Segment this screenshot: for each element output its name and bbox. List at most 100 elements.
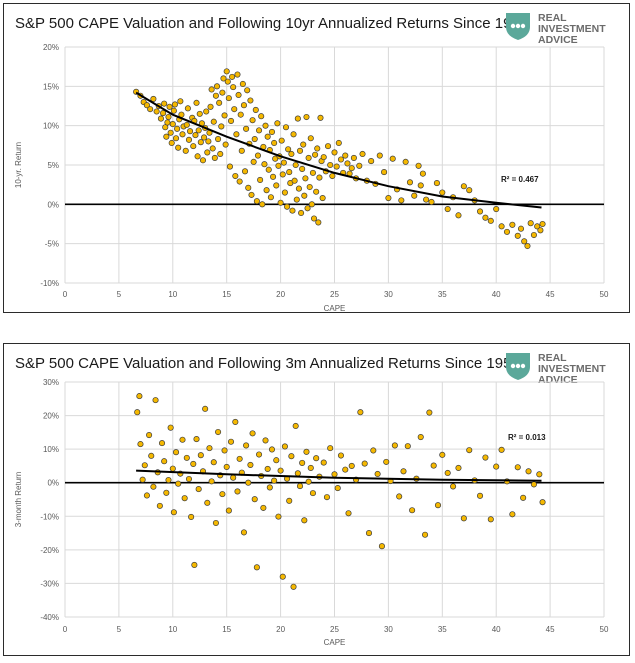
data-point xyxy=(268,128,276,136)
data-point xyxy=(165,113,172,121)
x-tick-label: 40 xyxy=(492,290,501,299)
data-point xyxy=(402,158,409,165)
data-point xyxy=(537,227,544,234)
data-point xyxy=(493,206,500,213)
data-point xyxy=(423,196,430,203)
data-point xyxy=(160,110,167,117)
chart-panel-3m: S&P 500 CAPE Valuation and Following 3m … xyxy=(3,343,630,656)
data-point xyxy=(278,137,285,144)
data-point xyxy=(232,418,239,426)
x-axis-title: CAPE xyxy=(324,638,346,647)
y-axis-title: 10-yr. Return xyxy=(14,142,23,188)
data-point xyxy=(304,205,311,212)
data-point xyxy=(294,470,301,477)
data-point xyxy=(271,139,278,147)
data-point xyxy=(514,464,521,471)
data-point xyxy=(264,465,271,473)
y-tick-label: 0% xyxy=(47,479,59,488)
data-point xyxy=(327,161,334,169)
data-point xyxy=(439,189,446,196)
data-point xyxy=(150,483,157,490)
brand-logo: REAL INVESTMENT ADVICE xyxy=(502,10,622,46)
data-point xyxy=(247,461,254,468)
data-point xyxy=(179,131,186,138)
data-point xyxy=(400,468,407,475)
data-point xyxy=(199,157,207,164)
y-tick-label: -40% xyxy=(40,613,59,622)
data-point xyxy=(356,162,363,169)
data-point xyxy=(243,442,250,449)
data-point xyxy=(164,119,171,126)
data-point xyxy=(267,194,274,201)
data-point xyxy=(335,139,342,147)
x-tick-label: 45 xyxy=(546,290,555,299)
data-point xyxy=(232,172,239,180)
x-tick-label: 20 xyxy=(276,290,285,299)
data-point xyxy=(357,409,364,416)
y-tick-label: -10% xyxy=(40,512,59,521)
data-point xyxy=(439,451,446,458)
data-point xyxy=(476,492,484,499)
data-point xyxy=(430,462,437,469)
data-point xyxy=(309,169,316,176)
x-tick-label: 10 xyxy=(168,625,177,634)
brand-line-1: REAL xyxy=(538,12,567,24)
data-point xyxy=(296,483,304,490)
data-point xyxy=(229,73,236,80)
data-point xyxy=(231,106,238,113)
data-point xyxy=(247,97,254,104)
y-tick-label: 20% xyxy=(43,412,59,421)
data-point xyxy=(224,78,231,85)
data-point xyxy=(450,483,457,490)
data-point xyxy=(175,144,182,151)
data-point xyxy=(303,113,310,121)
x-tick-label: 15 xyxy=(222,290,231,299)
data-point xyxy=(210,459,217,466)
data-point xyxy=(211,154,218,161)
data-point xyxy=(158,440,166,447)
x-tick-label: 45 xyxy=(546,625,555,634)
data-point xyxy=(249,430,256,437)
data-point xyxy=(175,480,182,487)
y-tick-label: -20% xyxy=(40,546,59,555)
data-point xyxy=(305,154,312,161)
data-point xyxy=(290,131,297,138)
data-point xyxy=(243,125,250,132)
data-point xyxy=(417,434,424,441)
data-point xyxy=(329,172,336,180)
data-point xyxy=(190,460,197,467)
data-point xyxy=(223,68,230,75)
data-point xyxy=(250,158,257,165)
data-point xyxy=(264,133,271,140)
data-point xyxy=(260,504,267,511)
data-point xyxy=(271,477,278,484)
data-point xyxy=(167,424,174,431)
data-point xyxy=(205,138,212,145)
data-point xyxy=(284,203,291,210)
data-point xyxy=(305,478,312,485)
y-tick-label: 0% xyxy=(47,200,59,209)
data-point xyxy=(223,463,230,470)
data-point xyxy=(166,103,173,110)
data-point xyxy=(192,132,199,139)
x-tick-label: 30 xyxy=(384,290,393,299)
data-point xyxy=(245,184,252,191)
data-point xyxy=(227,438,235,445)
data-point xyxy=(177,98,184,105)
y-tick-label: -30% xyxy=(40,579,59,588)
x-tick-label: 40 xyxy=(492,625,501,634)
data-point xyxy=(191,561,198,569)
data-point xyxy=(136,393,143,400)
data-point xyxy=(368,158,375,165)
data-point xyxy=(257,176,264,183)
data-point xyxy=(327,445,334,452)
data-point xyxy=(255,451,263,458)
data-point xyxy=(289,207,296,214)
data-point xyxy=(193,436,200,443)
brand-line-2: INVESTMENT xyxy=(538,23,606,35)
data-point xyxy=(482,214,489,221)
data-point xyxy=(342,152,349,159)
data-point xyxy=(193,99,200,106)
data-point xyxy=(426,409,433,416)
data-point xyxy=(391,442,398,449)
